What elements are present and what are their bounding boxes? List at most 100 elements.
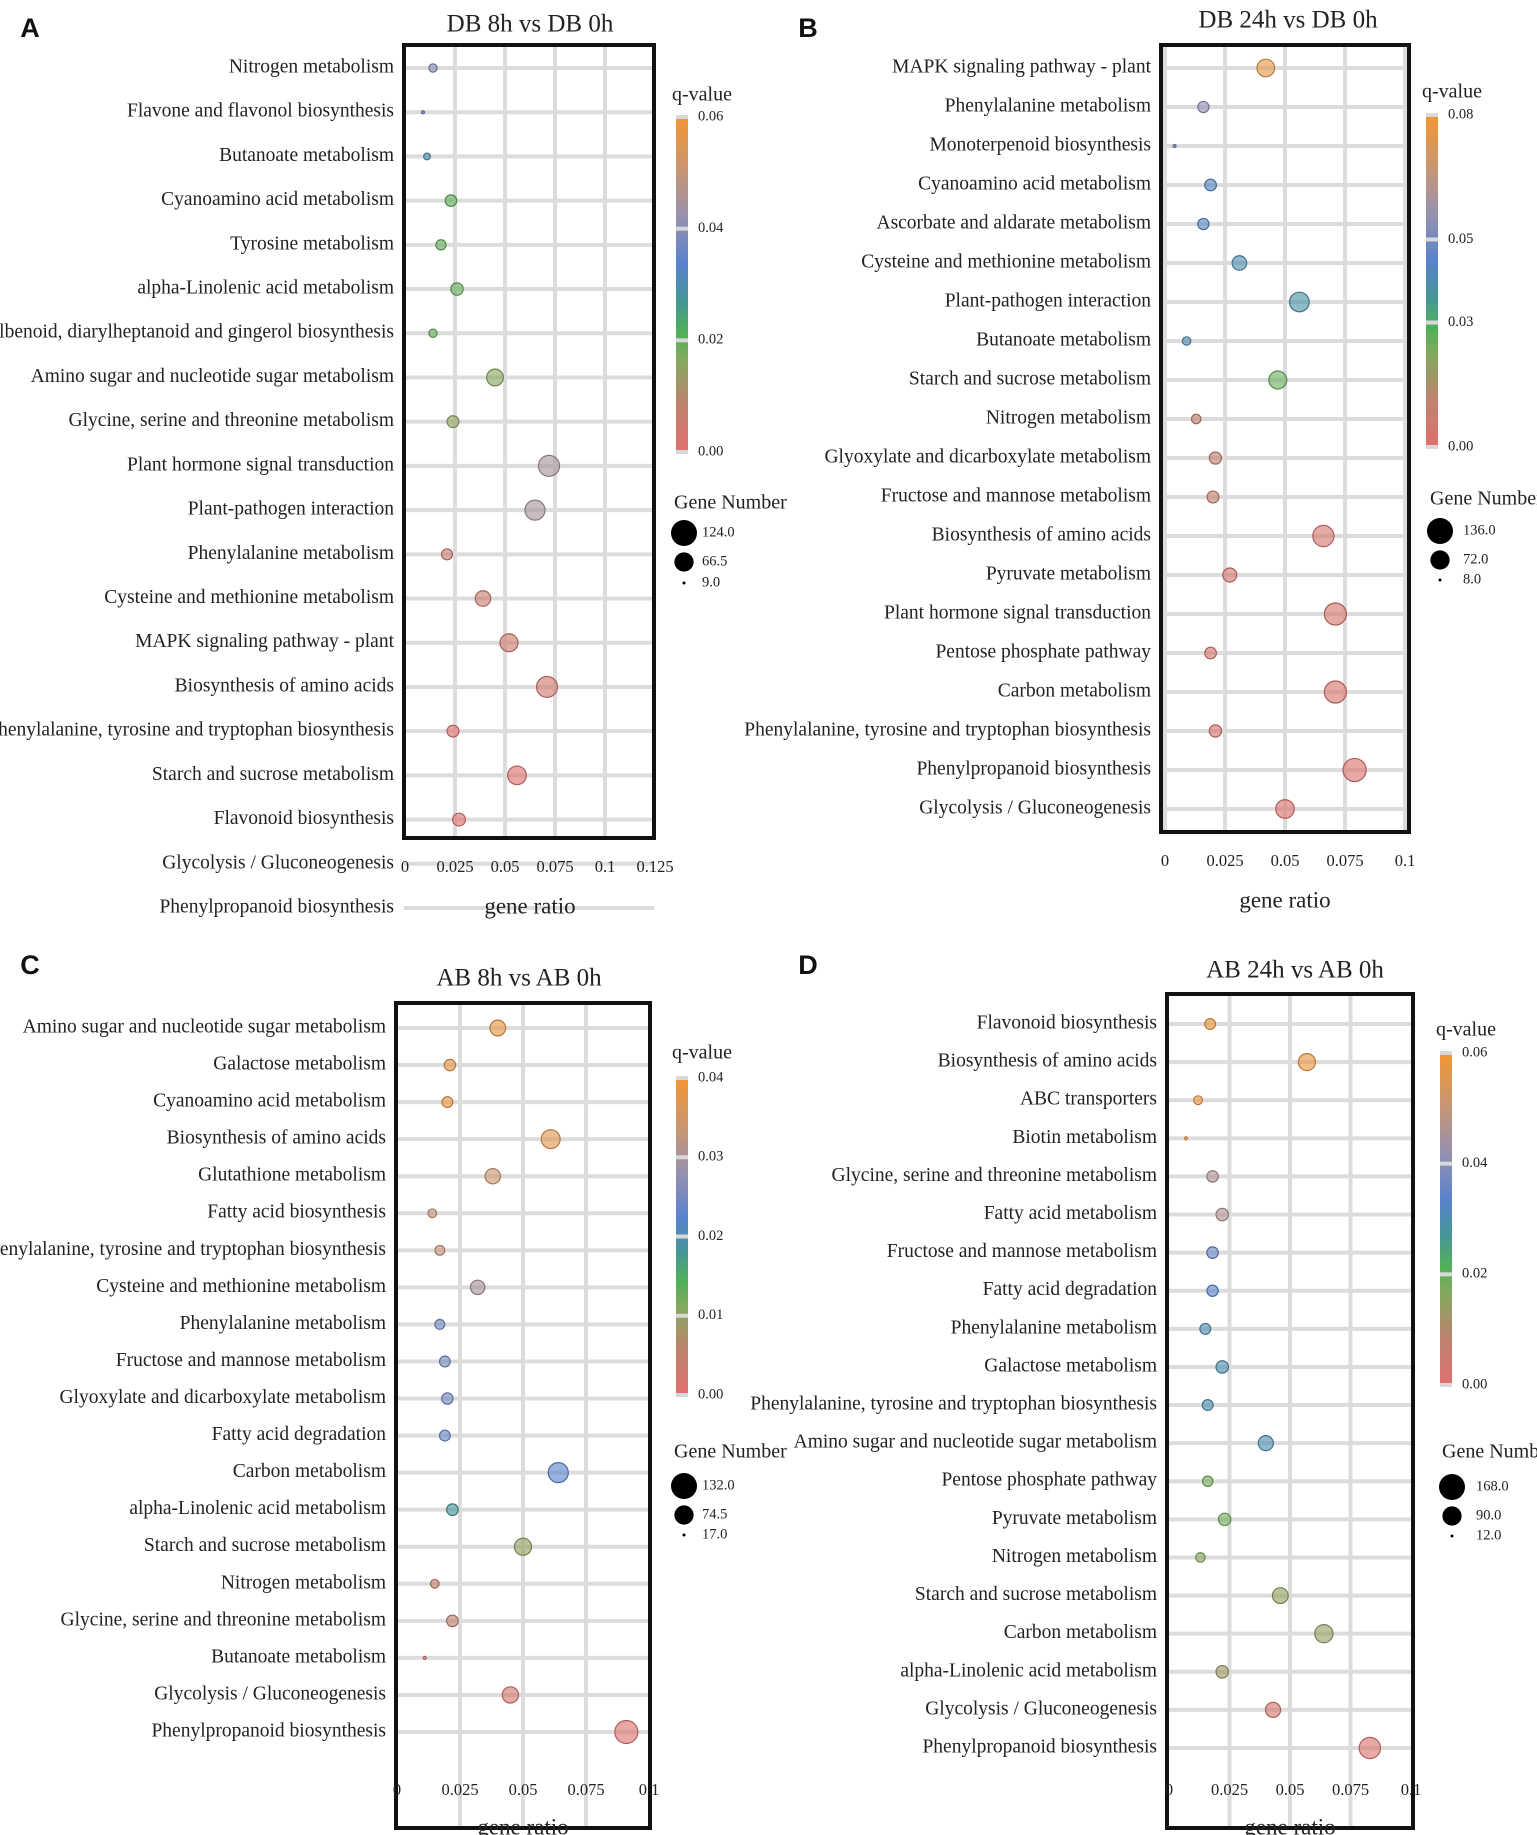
bubble bbox=[1323, 680, 1348, 704]
category-label: Starch and sucrose metabolism bbox=[915, 1584, 1157, 1605]
bubble bbox=[1268, 370, 1288, 390]
bubble bbox=[420, 110, 426, 115]
size-legend-label: 168.0 bbox=[1476, 1478, 1509, 1494]
category-label: Cyanoamino acid metabolism bbox=[161, 189, 394, 210]
x-tick-label: 0.075 bbox=[536, 857, 573, 876]
category-label: Glycolysis / Gluconeogenesis bbox=[154, 1683, 386, 1704]
category-label: Starch and sucrose metabolism bbox=[152, 764, 394, 785]
bubbles bbox=[420, 63, 561, 827]
color-legend-title: q-value bbox=[1436, 1019, 1496, 1041]
bubble bbox=[1172, 143, 1177, 149]
panel-letter: A bbox=[20, 13, 40, 43]
x-tick-label: 0.1 bbox=[1395, 851, 1416, 870]
category-label: Stilbenoid, diarylheptanoid and gingerol… bbox=[0, 322, 394, 343]
category-label: Phenylpropanoid biosynthesis bbox=[922, 1736, 1157, 1757]
bubble bbox=[1314, 1623, 1334, 1644]
bubble bbox=[513, 1537, 533, 1556]
bubble bbox=[1231, 255, 1248, 271]
color-bar-tick bbox=[676, 338, 688, 343]
color-legend-tick-label: 0.00 bbox=[698, 443, 723, 459]
color-bar-tick bbox=[1440, 1272, 1452, 1277]
bubble bbox=[438, 1355, 451, 1368]
category-label: Biosynthesis of amino acids bbox=[175, 675, 394, 696]
size-legend-label: 74.5 bbox=[702, 1506, 727, 1522]
size-legend-label: 12.0 bbox=[1476, 1527, 1501, 1543]
panel-b: B DB 24h vs DB 0h MAPK signaling pathway -… bbox=[744, 7, 1537, 913]
category-label: Glycine, serine and threonine metabolism bbox=[832, 1165, 1157, 1186]
bubble bbox=[469, 1279, 486, 1296]
color-legend-tick-label: 0.01 bbox=[698, 1307, 723, 1323]
bubble bbox=[486, 368, 504, 387]
bubble bbox=[1217, 1512, 1232, 1527]
color-legend-tick-label: 0.04 bbox=[1462, 1155, 1488, 1171]
bubble bbox=[1323, 602, 1348, 626]
bubble bbox=[1215, 1664, 1230, 1679]
bubble bbox=[427, 1208, 438, 1219]
x-tick-label: 0.05 bbox=[491, 857, 520, 876]
category-label: Glycine, serine and threonine metabolism bbox=[69, 410, 394, 431]
category-label: Phenylalanine, tyrosine and tryptophan b… bbox=[0, 1239, 386, 1260]
bubbles bbox=[422, 1019, 639, 1745]
category-label: Phenylpropanoid biosynthesis bbox=[916, 758, 1151, 779]
bubble bbox=[1297, 1052, 1317, 1072]
category-label: Phenylalanine metabolism bbox=[188, 543, 394, 564]
category-label: Biotin metabolism bbox=[1012, 1127, 1157, 1148]
x-axis-label: gene ratio bbox=[477, 1814, 568, 1835]
bubble bbox=[1197, 100, 1210, 114]
x-tick-label: 0 bbox=[1165, 1780, 1173, 1799]
category-label: ABC transporters bbox=[1020, 1089, 1157, 1110]
category-label: Plant-pathogen interaction bbox=[945, 290, 1152, 311]
category-label: MAPK signaling pathway - plant bbox=[135, 631, 394, 652]
category-label: MAPK signaling pathway - plant bbox=[892, 56, 1151, 77]
bubble bbox=[1288, 291, 1310, 313]
bubble bbox=[1215, 1360, 1230, 1374]
color-legend-tick-label: 0.02 bbox=[698, 332, 723, 348]
category-label: Cysteine and methionine metabolism bbox=[104, 587, 394, 608]
category-label: Phenylpropanoid biosynthesis bbox=[159, 896, 394, 917]
bubble bbox=[434, 1244, 446, 1256]
color-legend-tick-label: 0.06 bbox=[1462, 1044, 1487, 1060]
color-legend-tick-label: 0.00 bbox=[698, 1386, 723, 1402]
bubble bbox=[441, 1392, 454, 1405]
color-legend-title: q-value bbox=[1422, 81, 1482, 103]
plot-frame bbox=[394, 1001, 652, 1830]
category-label: Fatty acid degradation bbox=[212, 1424, 387, 1445]
category-label: alpha-Linolenic acid metabolism bbox=[900, 1660, 1157, 1681]
category-label: Starch and sucrose metabolism bbox=[909, 368, 1151, 389]
bubble bbox=[1206, 1284, 1219, 1297]
size-legend-dot bbox=[1438, 578, 1442, 582]
bubble bbox=[446, 415, 460, 429]
category-label: Nitrogen metabolism bbox=[992, 1546, 1157, 1567]
bubbles bbox=[1183, 1017, 1382, 1760]
chart-title: AB 8h vs AB 0h bbox=[436, 965, 602, 992]
color-legend-tick-label: 0.04 bbox=[698, 1069, 724, 1085]
chart-title: AB 24h vs AB 0h bbox=[1206, 957, 1384, 984]
bubble bbox=[450, 282, 464, 296]
size-legend-title: Gene Number bbox=[1442, 1441, 1537, 1463]
category-label: Biosynthesis of amino acids bbox=[932, 524, 1151, 545]
bubble bbox=[1256, 58, 1276, 78]
bubble bbox=[422, 1655, 427, 1660]
bubble bbox=[489, 1019, 507, 1037]
color-bar-tick bbox=[1440, 1161, 1452, 1166]
category-label: Glycolysis / Gluconeogenesis bbox=[925, 1698, 1157, 1719]
bubble bbox=[1190, 413, 1202, 425]
bubble bbox=[451, 812, 467, 827]
bubble bbox=[1206, 1170, 1219, 1183]
category-label: Carbon metabolism bbox=[998, 680, 1151, 701]
category-label: Plant hormone signal transduction bbox=[127, 454, 394, 475]
category-label: Glyoxylate and dicarboxylate metabolism bbox=[824, 446, 1151, 467]
category-label: Pentose phosphate pathway bbox=[935, 641, 1151, 662]
size-legend: Gene Number 124.0 66.5 9.0 bbox=[671, 492, 787, 590]
color-bar-tick bbox=[1440, 1051, 1452, 1055]
bubble bbox=[507, 765, 527, 786]
color-legend-tick-label: 0.02 bbox=[698, 1228, 723, 1244]
category-label: Cysteine and methionine metabolism bbox=[861, 251, 1151, 272]
color-bar-tick bbox=[1426, 445, 1438, 449]
chart-title: DB 8h vs DB 0h bbox=[447, 11, 614, 38]
x-axis: 0 0.025 0.05 0.075 0.1 0.125 gene ratio bbox=[401, 857, 674, 919]
x-tick-label: 0.05 bbox=[509, 1780, 538, 1799]
color-legend-tick-label: 0.02 bbox=[1462, 1266, 1487, 1282]
panel-a: A DB 8h vs DB 0h Nitrogen metabolism Flavon… bbox=[0, 11, 787, 919]
category-label: Fatty acid biosynthesis bbox=[207, 1202, 386, 1223]
